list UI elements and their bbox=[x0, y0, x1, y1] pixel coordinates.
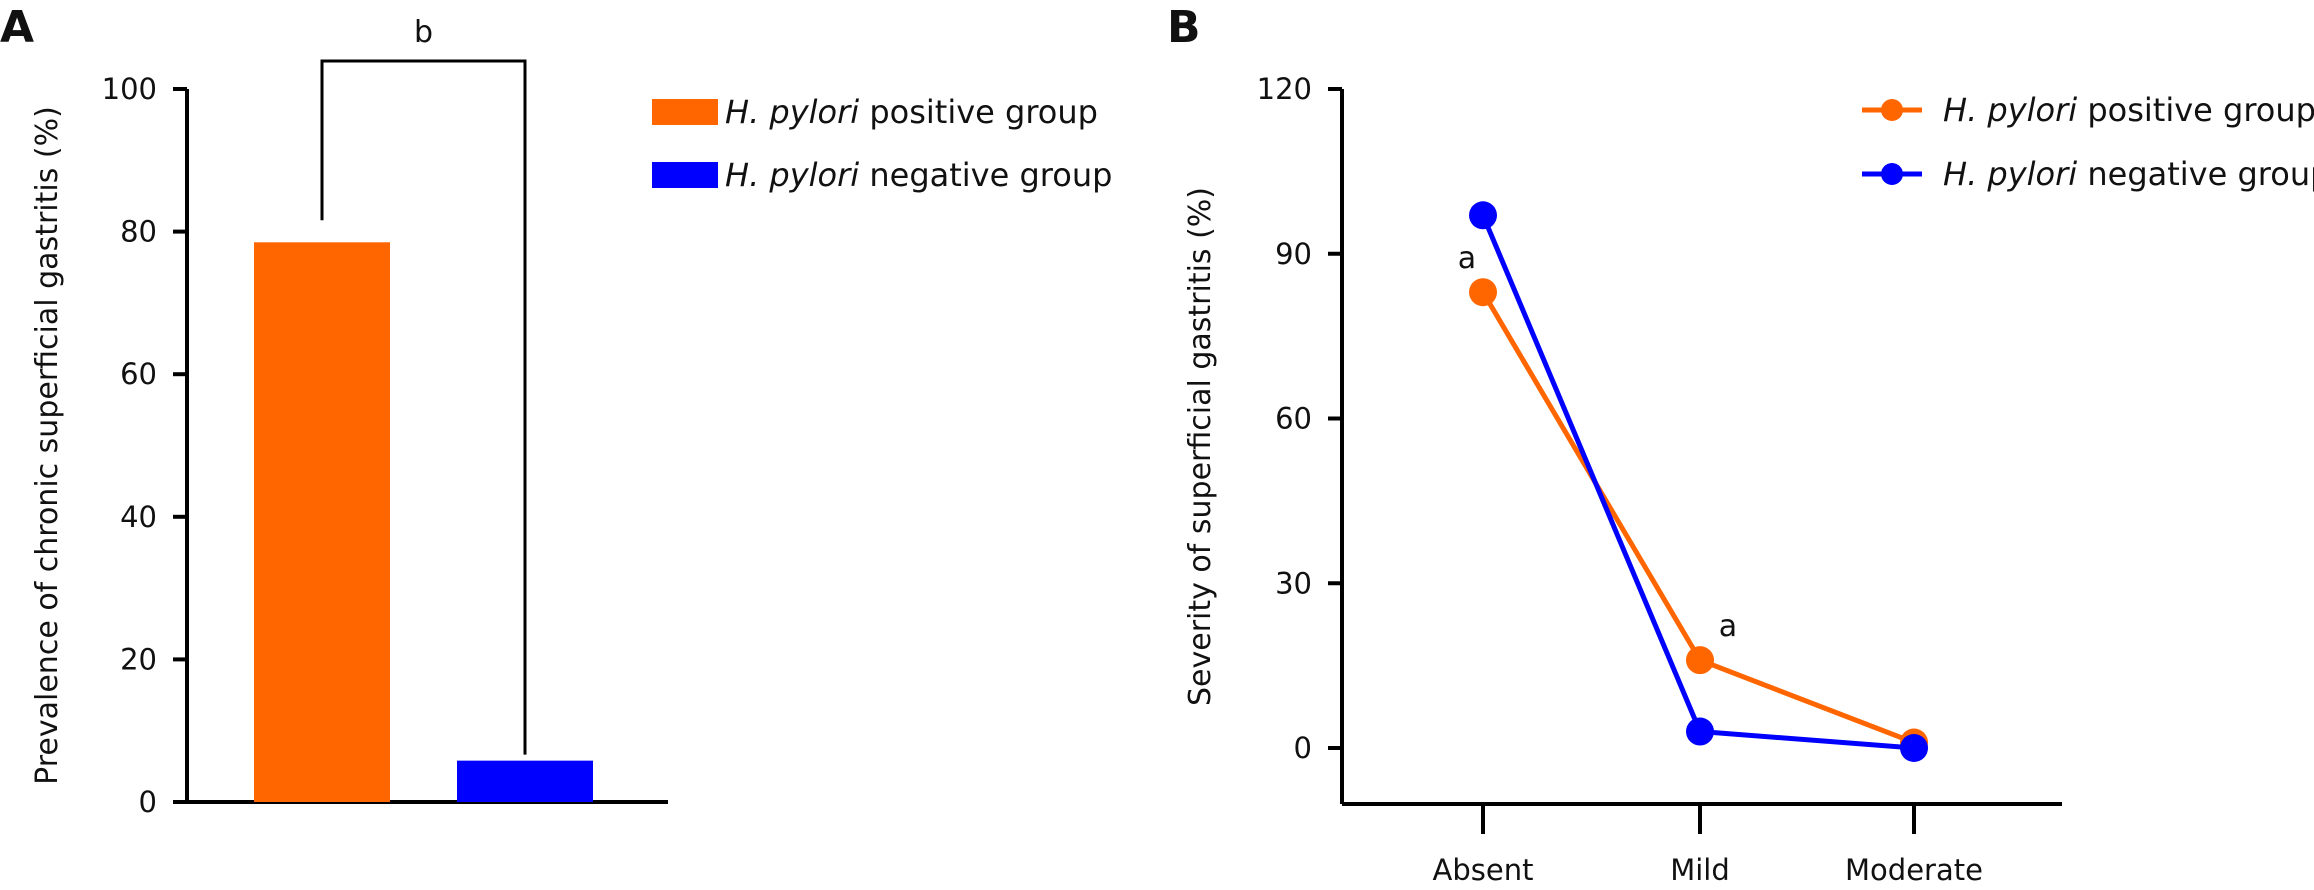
panel-b-point-positive-mild bbox=[1686, 646, 1714, 675]
panel-b-y-tick-label: 90 bbox=[1275, 237, 1312, 271]
panel-a-bars bbox=[254, 242, 593, 803]
panel-a-bar-negative bbox=[457, 760, 593, 802]
panel-a-label: A bbox=[0, 2, 34, 53]
panel-a-legend-swatch-positive bbox=[652, 99, 718, 125]
panel-b-point-negative-moderate bbox=[1900, 734, 1928, 762]
panel-a: A Prevalence of chronic superficial gast… bbox=[0, 2, 1112, 819]
panel-b-y-axis-title: Severity of superficial gastritis (%) bbox=[1183, 187, 1218, 706]
panel-a-bar-positive bbox=[254, 242, 390, 803]
panel-a-significance-label: b bbox=[414, 15, 433, 50]
panel-b-annotation-mild: a bbox=[1719, 609, 1737, 644]
panel-b-axes: 0 30 60 90 120 Absent Mild Moderate bbox=[1257, 72, 2062, 887]
panel-b-point-negative-mild bbox=[1686, 717, 1714, 746]
panel-b-annotation-absent: a bbox=[1458, 241, 1476, 276]
panel-a-legend-swatch-negative bbox=[652, 162, 718, 188]
panel-b-series bbox=[1469, 201, 1928, 762]
panel-b-legend-marker-positive bbox=[1881, 99, 1903, 121]
panel-b-legend: H. pylori positive group H. pylori negati… bbox=[1862, 91, 2314, 193]
panel-a-legend: H. pylori positive group H. pylori negati… bbox=[652, 93, 1112, 194]
panel-b-legend-marker-negative bbox=[1881, 163, 1903, 185]
panel-b-legend-label-positive: H. pylori positive group bbox=[1943, 91, 2314, 129]
panel-a-y-tick-label: 100 bbox=[102, 72, 157, 106]
panel-b-y-tick-label: 30 bbox=[1275, 566, 1312, 600]
panel-b: B Severity of superficial gastritis (%) … bbox=[1167, 2, 2314, 887]
panel-b-annotations: aa bbox=[1458, 241, 1737, 644]
panel-a-significance-bracket: b bbox=[320, 15, 527, 755]
panel-b-y-tick-label: 120 bbox=[1257, 72, 1312, 106]
panel-b-label: B bbox=[1167, 2, 1201, 53]
panel-a-bracket-line bbox=[320, 59, 527, 755]
panel-b-y-tick-label: 0 bbox=[1294, 731, 1312, 765]
panel-a-y-tick-label: 0 bbox=[139, 785, 157, 819]
panel-b-line-positive bbox=[1480, 290, 1915, 745]
panel-b-x-tick-label-absent: Absent bbox=[1433, 853, 1534, 887]
panel-b-point-positive-absent bbox=[1469, 278, 1497, 307]
panel-a-y-tick-label: 80 bbox=[120, 215, 157, 249]
panel-b-point-negative-absent bbox=[1469, 201, 1497, 230]
panel-a-legend-label-positive: H. pylori positive group bbox=[725, 93, 1098, 131]
panel-a-y-tick-label: 60 bbox=[120, 357, 157, 391]
panel-b-legend-label-negative: H. pylori negative group bbox=[1943, 155, 2314, 193]
panel-a-y-tick-label: 20 bbox=[120, 642, 157, 676]
panel-a-y-axis-title: Prevalence of chronic superficial gastri… bbox=[30, 106, 65, 785]
panel-b-y-tick-label: 60 bbox=[1275, 402, 1312, 436]
panel-a-y-tick-label: 40 bbox=[120, 500, 157, 534]
panel-b-x-tick-label-moderate: Moderate bbox=[1845, 853, 1983, 887]
panel-b-x-tick-label-mild: Mild bbox=[1670, 853, 1730, 887]
panel-a-legend-label-negative: H. pylori negative group bbox=[725, 156, 1112, 194]
